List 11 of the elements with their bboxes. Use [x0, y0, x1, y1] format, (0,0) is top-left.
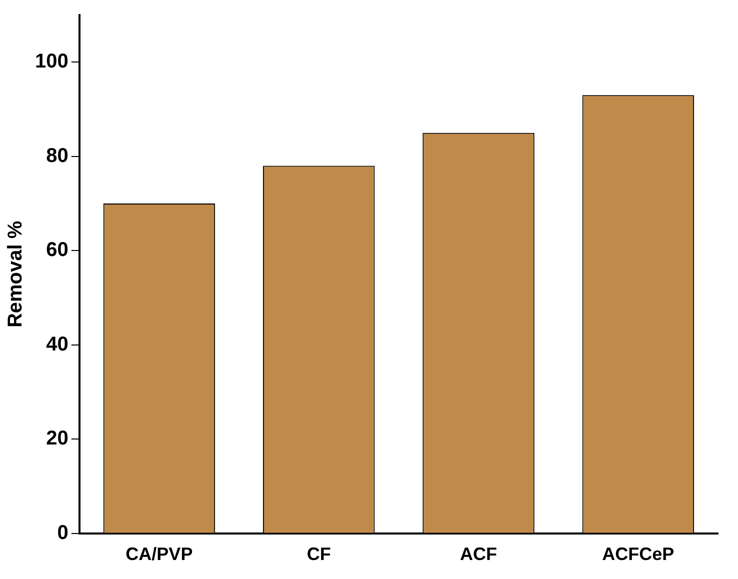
y-tick-label: 100	[34, 50, 68, 73]
y-tick-label: 80	[46, 144, 68, 167]
x-tick-label: ACFCeP	[602, 544, 674, 564]
x-tick-label: ACF	[460, 544, 498, 564]
y-axis-title: Removal %	[4, 220, 27, 328]
x-tick-label: CA/PVP	[126, 544, 193, 564]
y-tick-label: 0	[57, 522, 68, 544]
x-tick-label: CF	[306, 544, 331, 564]
y-tick-label: 40	[46, 333, 68, 356]
y-tick-label: 20	[46, 428, 68, 450]
y-tick-label: 60	[46, 239, 68, 262]
